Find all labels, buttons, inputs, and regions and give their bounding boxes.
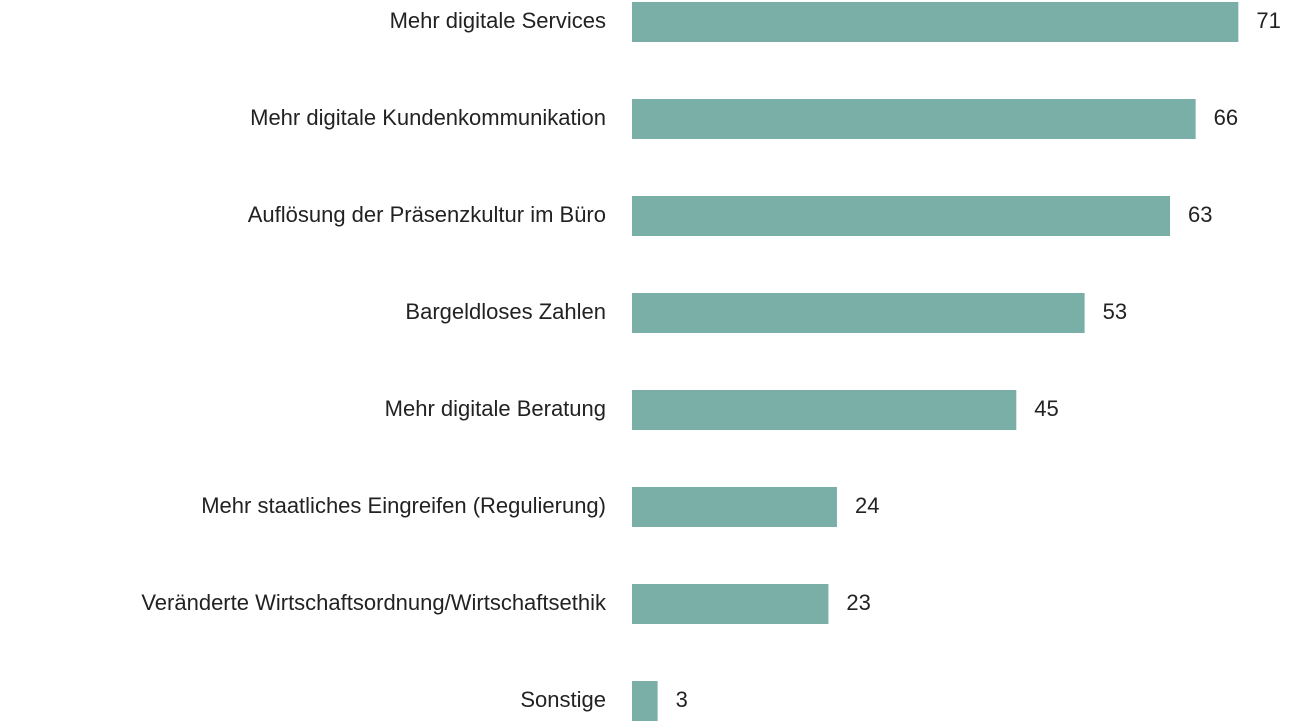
value-label: 24 (855, 493, 879, 518)
value-label: 3 (676, 687, 688, 712)
value-label: 45 (1034, 396, 1058, 421)
value-label: 63 (1188, 202, 1212, 227)
bar (632, 681, 658, 721)
bar (632, 99, 1196, 139)
category-label: Mehr digitale Kundenkommunikation (250, 105, 606, 130)
bar (632, 293, 1085, 333)
value-label: 23 (846, 590, 870, 615)
bar (632, 487, 837, 527)
bar (632, 390, 1017, 430)
category-label: Auflösung der Präsenzkultur im Büro (248, 202, 606, 227)
category-label: Veränderte Wirtschaftsordnung/Wirtschaft… (141, 590, 607, 615)
bar (632, 196, 1171, 236)
category-label: Mehr digitale Beratung (385, 396, 606, 421)
bar (632, 584, 829, 624)
value-label: 53 (1103, 299, 1127, 324)
bar (632, 2, 1239, 42)
category-label: Sonstige (520, 687, 606, 712)
category-label: Mehr staatliches Eingreifen (Regulierung… (201, 493, 606, 518)
category-label: Bargeldloses Zahlen (405, 299, 606, 324)
value-label: 71 (1256, 8, 1280, 33)
value-label: 66 (1214, 105, 1238, 130)
category-label: Mehr digitale Services (390, 8, 606, 33)
